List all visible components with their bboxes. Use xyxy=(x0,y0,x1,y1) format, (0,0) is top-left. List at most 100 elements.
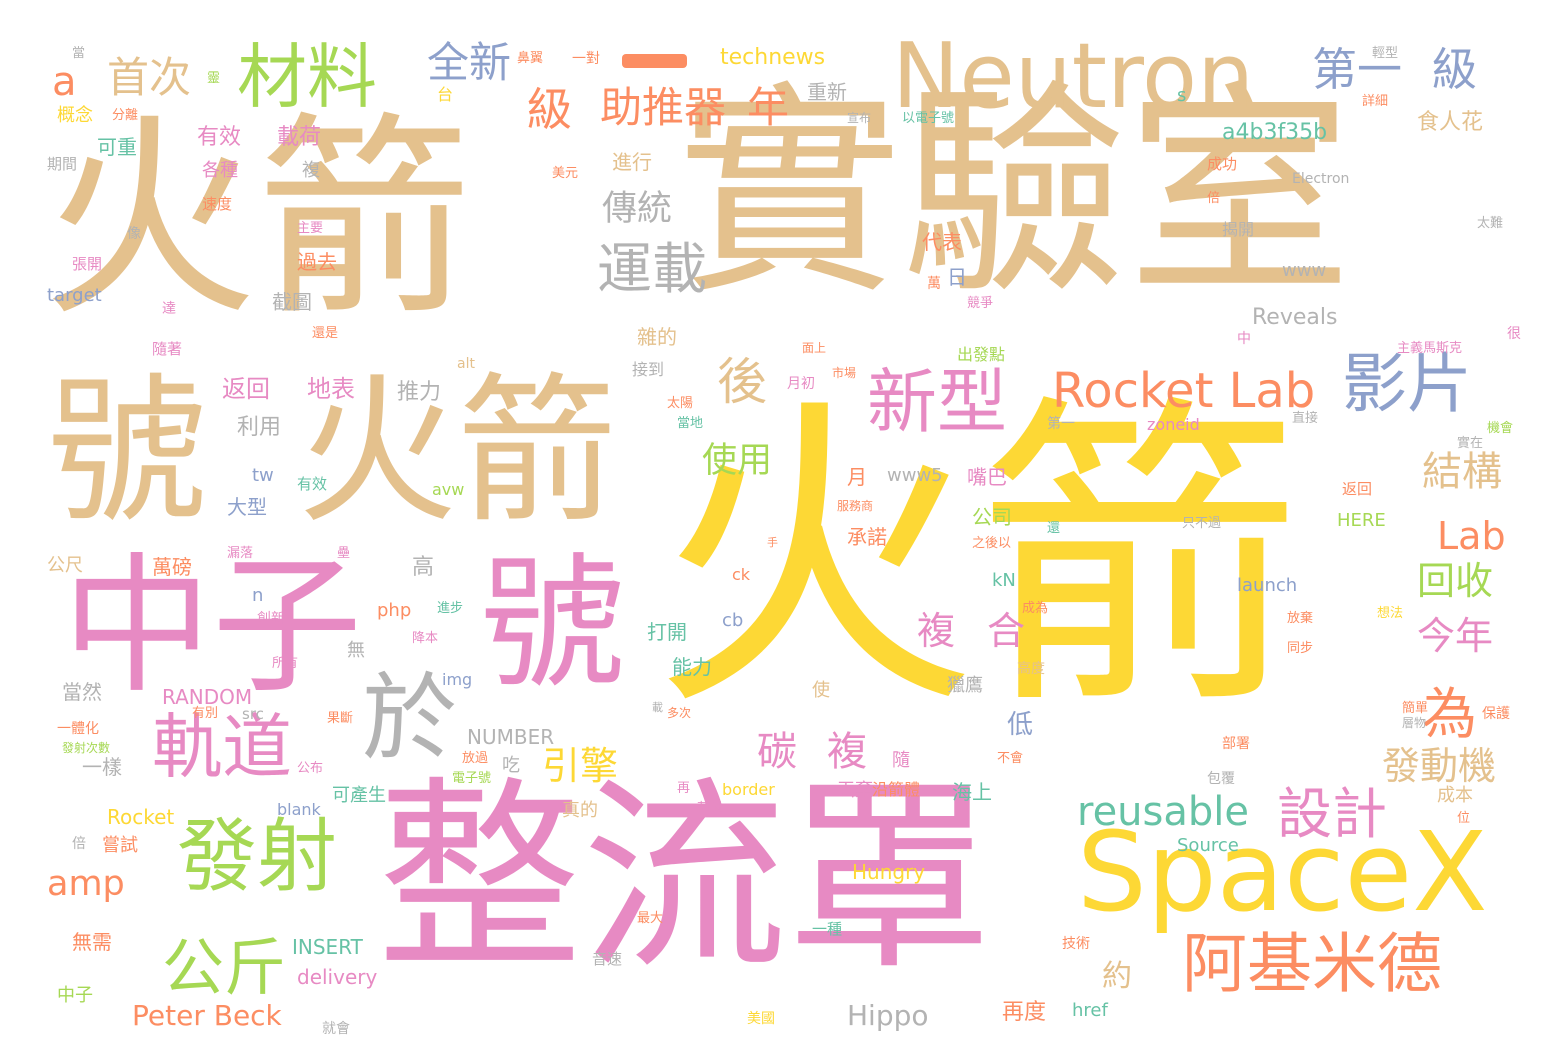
word: 服務商 xyxy=(837,499,874,513)
word: 有效 xyxy=(297,475,328,493)
word: 重新 xyxy=(807,80,847,104)
word: 第一 xyxy=(1047,416,1075,432)
word: 嘗試 xyxy=(102,835,138,856)
word: 為 xyxy=(1422,682,1478,746)
word: 保護 xyxy=(1482,706,1510,722)
word: 首次 xyxy=(107,53,192,102)
word: 打開 xyxy=(647,620,687,644)
word: 火箭 xyxy=(652,370,1302,749)
word: 回收 xyxy=(1417,559,1494,603)
word: 隨著 xyxy=(152,340,183,358)
word: 發射次數 xyxy=(62,741,111,755)
word: 進步 xyxy=(437,601,464,616)
word: 期間 xyxy=(47,155,78,173)
word: 所有 xyxy=(272,656,299,671)
word: 年 xyxy=(747,83,790,132)
word: 實在 xyxy=(1457,436,1484,451)
word: 全新 xyxy=(427,38,512,87)
word: border xyxy=(722,780,775,799)
word: n xyxy=(252,585,264,606)
word: 獵鷹 xyxy=(947,675,983,696)
word: 隨 xyxy=(892,750,910,771)
word: 中子 xyxy=(57,985,93,1006)
word: 實驗室 xyxy=(677,63,1352,325)
word: 級 xyxy=(1432,43,1478,96)
word: 傳統 xyxy=(602,189,673,229)
word: 可產生 xyxy=(332,785,386,806)
word: 台 xyxy=(437,85,454,104)
word: 主要 xyxy=(297,221,324,236)
word: 就會 xyxy=(322,1021,350,1037)
word-cloud: 火箭 實驗室 火箭 號 火箭 中子 號 整流罩 SpaceX Neutron 材… xyxy=(12,12,1536,1040)
word: HERE xyxy=(1337,510,1386,531)
word: 雜的 xyxy=(637,325,677,349)
word: 成為 xyxy=(1022,601,1049,616)
word: 火箭 xyxy=(297,358,618,545)
word: 發動機 xyxy=(1382,744,1497,788)
word: 技術 xyxy=(1062,936,1090,952)
word: 詳細 xyxy=(1362,94,1389,109)
word: 漏落 xyxy=(227,546,254,561)
word: 嘴巴 xyxy=(967,465,1007,489)
word: 降本 xyxy=(412,631,439,646)
word: 返回 xyxy=(1342,480,1373,498)
word: 結構 xyxy=(1422,449,1502,495)
word: 材料 xyxy=(237,36,377,118)
word: 分離 xyxy=(112,108,139,123)
word: tw xyxy=(252,465,274,486)
word: 返回 xyxy=(222,375,270,403)
word: Reveals xyxy=(1252,305,1338,330)
word: 萬 xyxy=(927,276,941,292)
word: 有別 xyxy=(192,706,219,721)
word: 部署 xyxy=(1222,736,1250,752)
word: 揭開 xyxy=(1222,220,1255,239)
word: 新型 xyxy=(867,361,1007,443)
word: 達 xyxy=(162,301,176,317)
word: 碳 xyxy=(757,729,797,775)
word: Rocket xyxy=(107,805,175,829)
word: 複 xyxy=(827,729,867,775)
word: 再 xyxy=(677,781,691,796)
word: 電子號 xyxy=(452,771,492,786)
word: a xyxy=(52,59,77,105)
word: 位 xyxy=(1457,811,1471,826)
word: technews xyxy=(720,45,826,70)
word: 真的 xyxy=(562,800,598,821)
word: 日 xyxy=(947,265,967,289)
word: 一對 xyxy=(572,51,600,67)
word: 軌道 xyxy=(152,706,292,788)
word: 還 xyxy=(1047,521,1061,536)
word: 簡單 xyxy=(1402,701,1429,716)
word: 大型 xyxy=(227,495,267,519)
word: delivery xyxy=(297,965,378,989)
word: 各種 xyxy=(202,160,238,181)
word: 美國 xyxy=(747,1011,775,1027)
word: 公斤 xyxy=(162,931,287,1004)
word: 高度 xyxy=(1017,661,1045,677)
word: 再度 xyxy=(1002,1000,1047,1025)
word: 號 xyxy=(47,358,208,545)
word: 多次 xyxy=(667,706,692,720)
word: 丟棄 xyxy=(837,780,873,801)
word: 一種 xyxy=(812,920,843,938)
word: 於 xyxy=(362,664,458,774)
word: 後 xyxy=(717,353,767,411)
word: Neutron xyxy=(892,24,1255,129)
word: 一體化 xyxy=(57,721,99,737)
word: 第一 xyxy=(1312,43,1403,96)
word: 只不過 xyxy=(1182,516,1222,531)
word: 主義馬斯克 xyxy=(1397,341,1463,356)
word: php xyxy=(377,600,412,621)
word: 面上 xyxy=(802,341,827,355)
word: 無 xyxy=(347,640,365,661)
word: 火箭 xyxy=(42,94,472,345)
word: 接到 xyxy=(632,360,665,379)
word: 複 xyxy=(917,609,956,653)
word: 引擎 xyxy=(542,744,619,788)
word: 張開 xyxy=(72,255,103,273)
word: 以電子號 xyxy=(902,111,955,126)
word: cb xyxy=(722,610,744,631)
word: 競爭 xyxy=(967,296,994,311)
word: www5 xyxy=(887,465,943,486)
word: Rocket Lab xyxy=(1052,363,1316,419)
